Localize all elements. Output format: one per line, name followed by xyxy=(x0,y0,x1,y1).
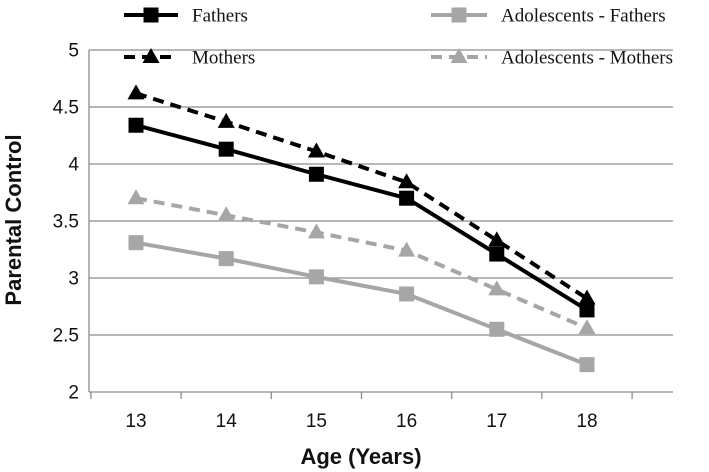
x-axis-title: Age (Years) xyxy=(300,444,421,469)
x-tick-label: 17 xyxy=(486,411,507,432)
data-point xyxy=(488,280,506,296)
series-mothers xyxy=(127,84,596,305)
legend-marker xyxy=(142,48,160,63)
legend-marker xyxy=(450,48,468,63)
data-point xyxy=(579,357,595,373)
series-line xyxy=(135,196,588,330)
legend-label: Mothers xyxy=(192,48,255,69)
data-point xyxy=(578,289,596,305)
gridlines xyxy=(89,49,673,336)
x-tick-label: 16 xyxy=(396,411,417,432)
y-tick-label: 4 xyxy=(68,155,79,176)
y-tick-label: 4.5 xyxy=(53,98,79,119)
legend-item: Adolescents - Fathers xyxy=(431,6,666,27)
legend-label: Adolescents - Fathers xyxy=(501,6,666,27)
legend-label: Adolescents - Mothers xyxy=(501,48,673,69)
data-point xyxy=(217,112,235,128)
legend: Fathers Mothers Adolescents - Fathers Adole… xyxy=(124,6,673,69)
x-tick-label: 18 xyxy=(576,411,597,432)
series-line xyxy=(135,123,589,312)
series-adolescents-fathers xyxy=(128,235,595,373)
data-point xyxy=(307,223,325,239)
data-point xyxy=(398,173,416,189)
x-tick-label: 15 xyxy=(306,411,327,432)
y-tick-label: 5 xyxy=(68,41,79,62)
data-point xyxy=(579,302,595,318)
data-point xyxy=(218,251,234,267)
data-point xyxy=(218,141,234,157)
series-lines xyxy=(127,84,596,373)
data-point xyxy=(398,241,416,257)
data-point xyxy=(307,142,325,158)
y-tick-label: 3 xyxy=(68,269,79,290)
legend-label: Fathers xyxy=(192,6,248,27)
legend-item: Mothers xyxy=(124,48,255,69)
series-fathers xyxy=(128,117,595,318)
data-point xyxy=(128,117,144,133)
y-tick-label: 2.5 xyxy=(53,326,79,347)
data-point xyxy=(399,190,415,206)
y-tick-label: 3.5 xyxy=(53,212,79,233)
data-point xyxy=(489,321,505,337)
data-point xyxy=(127,84,145,100)
legend-item: Fathers xyxy=(124,6,248,27)
data-point xyxy=(489,246,505,262)
data-point xyxy=(308,269,324,285)
data-point xyxy=(308,166,324,182)
data-point xyxy=(127,189,145,205)
legend-marker xyxy=(143,7,159,23)
x-tick-label: 13 xyxy=(125,411,146,432)
legend-item: Adolescents - Mothers xyxy=(431,48,673,69)
data-point xyxy=(128,235,144,251)
data-point xyxy=(488,231,506,247)
legend-marker xyxy=(451,7,467,23)
series-line xyxy=(135,91,589,301)
data-point xyxy=(399,286,415,302)
series-line xyxy=(135,240,588,367)
data-point xyxy=(578,319,596,335)
y-axis-title: Parental Control xyxy=(1,134,26,305)
data-point xyxy=(217,206,235,222)
y-tick-label: 2 xyxy=(68,383,79,404)
series-adolescents-mothers xyxy=(127,189,596,335)
x-tick-label: 14 xyxy=(216,411,238,432)
axes: 2 2.5 3 3.5 4 4.5 5 13 14 15 16 17 18 xyxy=(53,41,673,432)
